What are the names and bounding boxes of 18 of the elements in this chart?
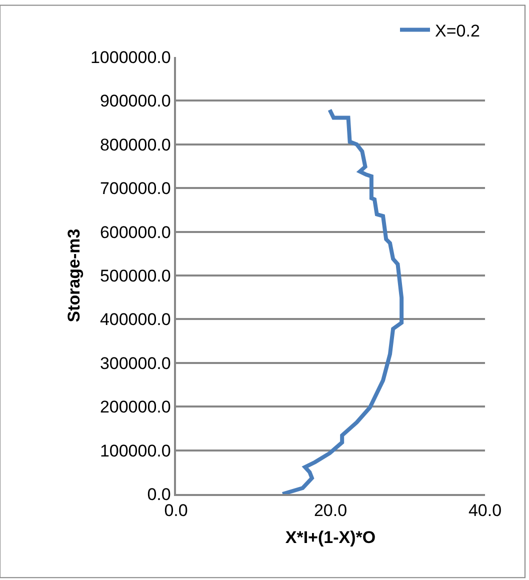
y-tick-label: 0.0 [147, 484, 171, 504]
x-tick-label: 40.0 [468, 501, 502, 520]
y-tick-label: 200000.0 [100, 398, 171, 417]
y-tick-label: 500000.0 [100, 266, 171, 286]
x-tick-label: 20.0 [314, 501, 348, 520]
x-axis-title: X*I+(1-X)*O [285, 528, 376, 548]
y-tick-label: 800000.0 [100, 135, 171, 154]
y-tick-label: 100000.0 [100, 441, 171, 460]
y-axis-title: Storage-m3 [64, 228, 84, 322]
legend-label: X=0.2 [435, 21, 480, 40]
y-tick-label: 1000000.0 [90, 48, 171, 67]
y-tick-label: 700000.0 [100, 179, 171, 198]
y-tick-label: 400000.0 [100, 310, 171, 330]
line-series [280, 108, 404, 494]
y-tick-label: 600000.0 [100, 222, 171, 242]
x-tick-label: 0.0 [164, 501, 188, 520]
y-tick-label: 300000.0 [100, 354, 171, 373]
y-tick-label: 900000.0 [100, 92, 171, 111]
